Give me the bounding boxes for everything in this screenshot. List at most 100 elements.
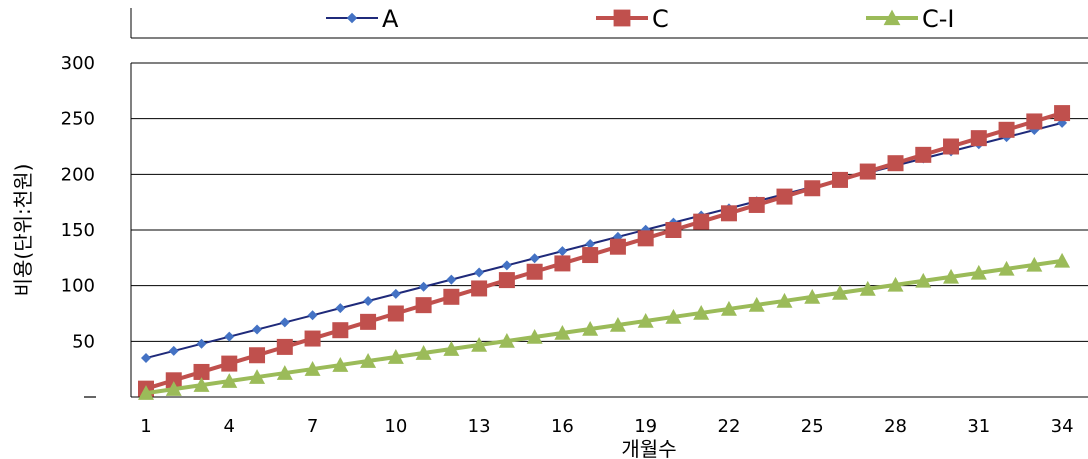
- data-point-1-6: [304, 330, 321, 347]
- y-tick-label-2: 100: [61, 276, 95, 297]
- data-point-1-1: [165, 372, 182, 389]
- data-point-2-18: [637, 312, 654, 328]
- data-point-1-19: [665, 222, 682, 238]
- data-point-2-25: [832, 284, 848, 300]
- series-line-0: [145, 121, 1063, 360]
- data-point-1-17: [609, 238, 626, 255]
- data-point-1-15: [554, 255, 571, 272]
- data-point-1-7: [332, 322, 349, 339]
- data-point-2-27: [887, 276, 904, 292]
- y-tick-labels: 50 100 150 200 250 300: [61, 53, 96, 398]
- data-point-1-18: [637, 230, 654, 247]
- y-tick-label-6: 300: [61, 53, 95, 74]
- data-point-0-8: [363, 296, 374, 307]
- y-tick-label-3: 150: [61, 220, 95, 241]
- data-point-0-2: [196, 338, 207, 349]
- x-tick-label-6: 19: [634, 416, 657, 437]
- x-tick-label-11: 34: [1051, 416, 1074, 437]
- data-point-1-32: [1026, 113, 1043, 130]
- data-point-2-16: [582, 320, 599, 336]
- legend-item-2: C-I: [866, 5, 955, 33]
- y-axis-title: 비용(단위:천원): [11, 164, 35, 297]
- legend: A C C-I: [130, 5, 1088, 39]
- data-point-2-1: [165, 381, 182, 396]
- x-tick-label-7: 22: [718, 416, 741, 437]
- data-point-2-26: [859, 280, 876, 296]
- data-point-1-21: [720, 205, 737, 222]
- data-point-0-14: [529, 253, 540, 264]
- x-tick-label-4: 13: [468, 416, 491, 437]
- x-tick-label-10: 31: [967, 416, 990, 437]
- data-point-2-3: [221, 373, 238, 388]
- data-point-0-11: [446, 274, 457, 285]
- data-point-2-10: [415, 345, 432, 360]
- legend-item-1: C: [596, 5, 669, 33]
- data-point-2-8: [360, 353, 377, 368]
- data-point-0-15: [557, 246, 568, 257]
- data-point-2-9: [387, 349, 404, 364]
- data-point-2-28: [915, 272, 932, 288]
- x-tick-label-1: 4: [224, 416, 235, 437]
- data-point-1-23: [776, 188, 793, 205]
- legend-swatch-marker-2: [883, 9, 901, 26]
- series-c-i: [138, 252, 1071, 400]
- data-point-1-29: [943, 138, 960, 155]
- data-point-1-10: [415, 297, 432, 314]
- data-point-1-27: [887, 155, 904, 172]
- data-point-1-8: [360, 313, 377, 330]
- data-point-1-24: [804, 180, 821, 197]
- data-point-1-33: [1054, 105, 1071, 122]
- data-point-1-16: [582, 247, 599, 264]
- y-tick-label-4: 200: [61, 164, 95, 185]
- data-point-1-14: [526, 263, 543, 280]
- data-point-1-25: [832, 171, 848, 188]
- series-line-2: [145, 258, 1063, 396]
- data-point-2-6: [304, 361, 321, 376]
- data-point-1-9: [387, 305, 404, 322]
- legend-label-0: A: [382, 5, 399, 33]
- series-layer: [138, 105, 1071, 400]
- data-point-2-32: [1026, 256, 1043, 272]
- data-point-0-3: [224, 331, 235, 342]
- data-point-2-23: [776, 292, 793, 308]
- data-point-1-31: [998, 121, 1015, 138]
- data-point-1-3: [221, 355, 238, 372]
- data-point-2-17: [609, 316, 626, 332]
- data-point-2-24: [804, 288, 821, 304]
- legend-item-0: A: [326, 5, 399, 33]
- data-point-2-0: [138, 385, 154, 400]
- data-point-0-6: [307, 310, 318, 321]
- data-point-1-26: [859, 163, 876, 180]
- data-point-1-20: [693, 213, 710, 230]
- data-point-0-4: [252, 324, 263, 335]
- data-point-1-2: [193, 363, 210, 380]
- data-point-2-14: [526, 328, 543, 344]
- data-point-2-15: [554, 324, 571, 340]
- data-point-2-33: [1054, 252, 1071, 268]
- data-point-1-12: [471, 280, 488, 297]
- data-point-2-12: [471, 337, 488, 352]
- data-point-2-7: [332, 357, 349, 372]
- data-point-0-7: [335, 303, 346, 314]
- data-point-2-20: [693, 304, 710, 320]
- data-point-2-11: [443, 341, 460, 356]
- data-point-0-10: [418, 281, 429, 292]
- x-tick-label-3: 10: [384, 416, 407, 437]
- data-point-2-29: [943, 268, 960, 284]
- y-tick-label-5: 250: [61, 109, 95, 130]
- data-point-0-5: [279, 317, 290, 328]
- data-point-0-12: [474, 267, 485, 278]
- data-point-1-22: [748, 196, 765, 213]
- x-tick-labels: 1 4 7 10 13 16 19 22 25 28 31 34: [140, 416, 1073, 437]
- data-point-0-1: [168, 345, 179, 356]
- data-point-2-2: [193, 377, 210, 392]
- data-point-1-4: [249, 347, 266, 364]
- data-point-1-30: [970, 130, 987, 147]
- legend-label-2: C-I: [922, 5, 955, 33]
- legend-label-1: C: [652, 5, 669, 33]
- x-tick-label-2: 7: [307, 416, 318, 437]
- data-point-1-28: [915, 146, 932, 163]
- data-point-2-31: [998, 260, 1015, 276]
- x-axis-title: 개월수: [621, 437, 676, 459]
